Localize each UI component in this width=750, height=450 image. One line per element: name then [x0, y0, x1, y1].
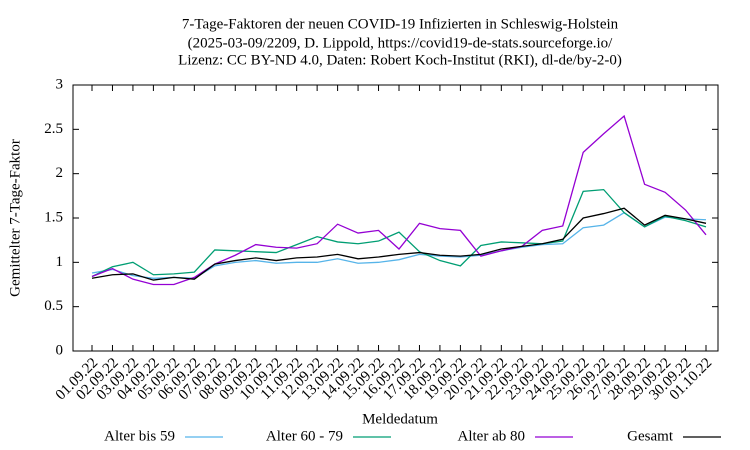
y-tick-label: 0 [56, 342, 64, 358]
y-tick-label: 3 [56, 76, 64, 92]
y-tick-label: 1 [56, 254, 64, 270]
y-axis-label: Gemittelter 7-Tage-Faktor [7, 139, 23, 297]
chart-title: (2025-03-09/2209, D. Lippold, https://co… [188, 35, 613, 51]
series-line [91, 207, 707, 281]
series-line [91, 114, 707, 286]
chart-title: Lizenz: CC BY-ND 4.0, Daten: Robert Koch… [178, 52, 622, 68]
y-tick-label: 1.5 [44, 209, 63, 225]
y-tick-label: 0.5 [44, 298, 63, 314]
legend-label: Alter 60 - 79 [266, 428, 343, 444]
y-tick-label: 2.5 [44, 121, 63, 137]
series-line [91, 211, 707, 279]
plot-frame [72, 84, 719, 352]
chart-title: 7-Tage-Faktoren der neuen COVID-19 Infiz… [182, 16, 619, 32]
legend-label: Alter bis 59 [104, 428, 175, 444]
legend-label: Alter ab 80 [458, 428, 525, 444]
y-tick-label: 2 [56, 165, 64, 181]
legend-label: Gesamt [627, 428, 674, 444]
x-axis-label: Meldedatum [362, 411, 438, 427]
series-line [91, 188, 707, 278]
